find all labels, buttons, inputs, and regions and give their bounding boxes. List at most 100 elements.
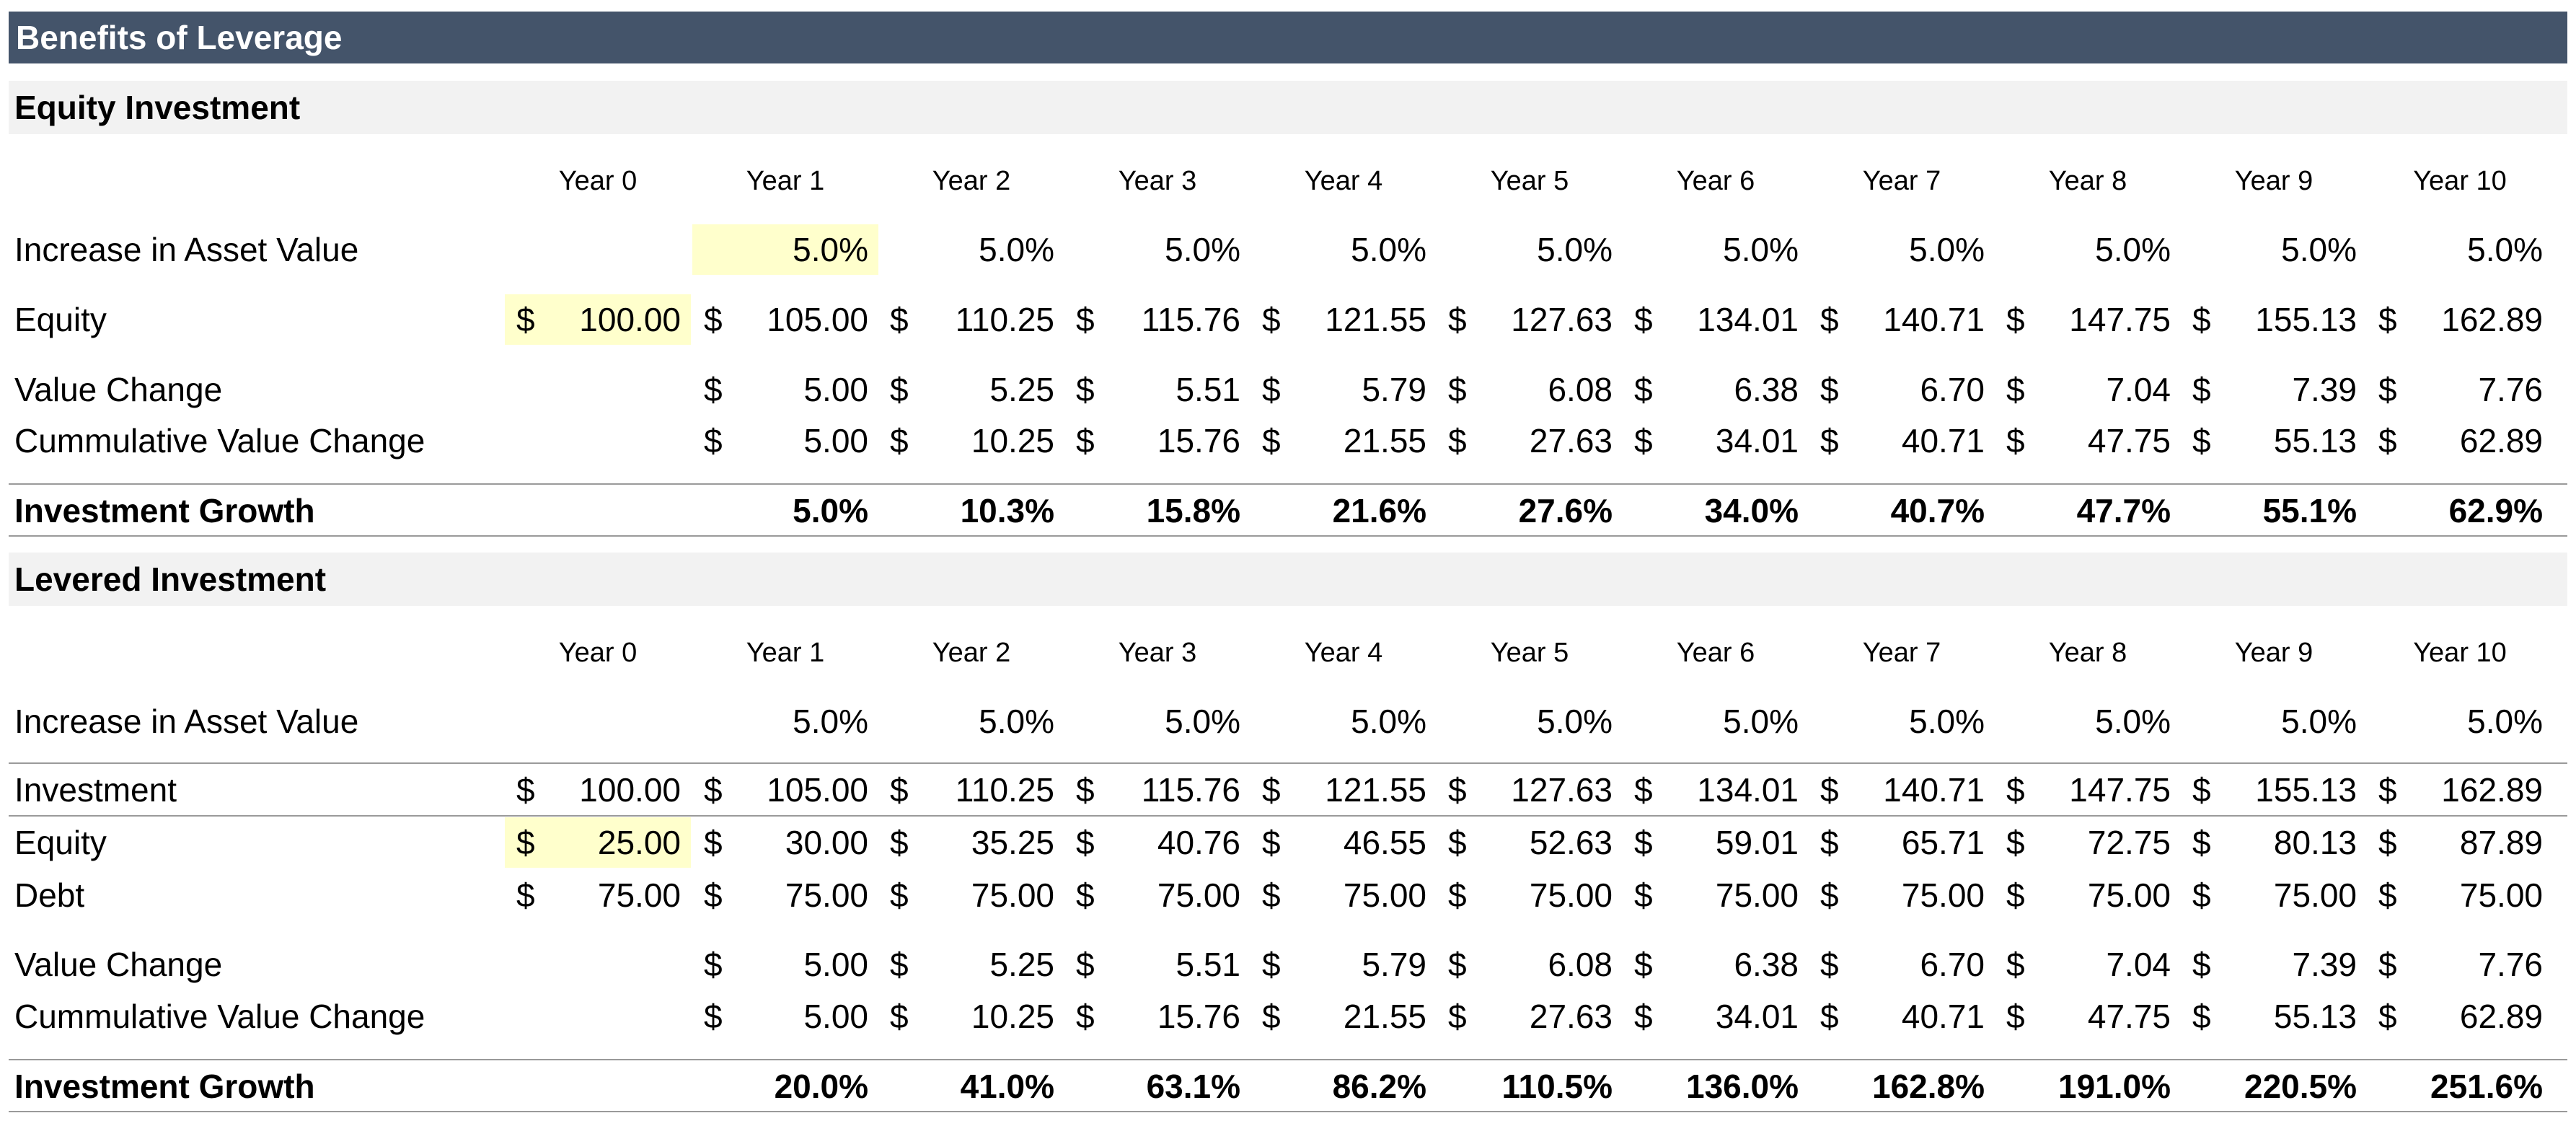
value-cell[interactable]: $5.79: [1250, 939, 1437, 990]
value-cell[interactable]: $134.01: [1623, 294, 1809, 345]
value-cell[interactable]: $162.89: [2367, 765, 2553, 815]
value-cell[interactable]: $127.63: [1437, 765, 1623, 815]
value-cell[interactable]: [505, 696, 691, 747]
value-cell[interactable]: $34.01: [1623, 415, 1809, 466]
value-cell[interactable]: $5.51: [1064, 939, 1250, 990]
value-cell[interactable]: $5.25: [878, 939, 1064, 990]
value-cell[interactable]: [505, 1061, 691, 1112]
value-cell[interactable]: $47.75: [1995, 415, 2181, 466]
value-cell[interactable]: 41.0%: [878, 1061, 1064, 1112]
value-cell[interactable]: 251.6%: [2367, 1061, 2553, 1112]
value-cell[interactable]: $140.71: [1809, 294, 1995, 345]
value-cell[interactable]: [505, 485, 691, 536]
value-cell[interactable]: $75.00: [2367, 870, 2553, 920]
value-cell[interactable]: $62.89: [2367, 991, 2553, 1042]
value-cell[interactable]: $6.38: [1623, 364, 1809, 415]
value-cell[interactable]: $21.55: [1250, 415, 1437, 466]
value-cell[interactable]: $34.01: [1623, 991, 1809, 1042]
value-cell[interactable]: $40.71: [1809, 991, 1995, 1042]
value-cell[interactable]: $100.00: [505, 765, 691, 815]
value-cell[interactable]: 110.5%: [1437, 1061, 1623, 1112]
value-cell[interactable]: $75.00: [1250, 870, 1437, 920]
value-cell[interactable]: $75.00: [1623, 870, 1809, 920]
value-cell[interactable]: $25.00: [505, 817, 691, 868]
value-cell[interactable]: $75.00: [692, 870, 878, 920]
value-cell[interactable]: [505, 364, 691, 415]
value-cell[interactable]: 5.0%: [1809, 224, 1995, 275]
value-cell[interactable]: $100.00: [505, 294, 691, 345]
value-cell[interactable]: $72.75: [1995, 817, 2181, 868]
value-cell[interactable]: $59.01: [1623, 817, 1809, 868]
value-cell[interactable]: $47.75: [1995, 991, 2181, 1042]
value-cell[interactable]: $6.08: [1437, 939, 1623, 990]
value-cell[interactable]: $147.75: [1995, 765, 2181, 815]
value-cell[interactable]: 5.0%: [1064, 696, 1250, 747]
value-cell[interactable]: $6.70: [1809, 939, 1995, 990]
value-cell[interactable]: $35.25: [878, 817, 1064, 868]
value-cell[interactable]: $75.00: [505, 870, 691, 920]
value-cell[interactable]: $30.00: [692, 817, 878, 868]
value-cell[interactable]: 5.0%: [1437, 696, 1623, 747]
value-cell[interactable]: 86.2%: [1250, 1061, 1437, 1112]
value-cell[interactable]: 5.0%: [692, 224, 878, 275]
value-cell[interactable]: $5.00: [692, 991, 878, 1042]
value-cell[interactable]: $55.13: [2181, 991, 2367, 1042]
value-cell[interactable]: $46.55: [1250, 817, 1437, 868]
value-cell[interactable]: $52.63: [1437, 817, 1623, 868]
value-cell[interactable]: $7.76: [2367, 364, 2553, 415]
value-cell[interactable]: [505, 991, 691, 1042]
value-cell[interactable]: $7.04: [1995, 939, 2181, 990]
value-cell[interactable]: $15.76: [1064, 415, 1250, 466]
value-cell[interactable]: $5.00: [692, 364, 878, 415]
value-cell[interactable]: 5.0%: [2367, 696, 2553, 747]
value-cell[interactable]: $110.25: [878, 294, 1064, 345]
value-cell[interactable]: $27.63: [1437, 991, 1623, 1042]
value-cell[interactable]: $40.71: [1809, 415, 1995, 466]
value-cell[interactable]: $75.00: [878, 870, 1064, 920]
value-cell[interactable]: $127.63: [1437, 294, 1623, 345]
value-cell[interactable]: 5.0%: [1437, 224, 1623, 275]
value-cell[interactable]: $65.71: [1809, 817, 1995, 868]
value-cell[interactable]: $15.76: [1064, 991, 1250, 1042]
value-cell[interactable]: 5.0%: [2367, 224, 2553, 275]
value-cell[interactable]: $5.79: [1250, 364, 1437, 415]
value-cell[interactable]: $147.75: [1995, 294, 2181, 345]
value-cell[interactable]: $55.13: [2181, 415, 2367, 466]
value-cell[interactable]: 5.0%: [2181, 696, 2367, 747]
value-cell[interactable]: 20.0%: [692, 1061, 878, 1112]
value-cell[interactable]: 5.0%: [1623, 696, 1809, 747]
value-cell[interactable]: 5.0%: [1623, 224, 1809, 275]
value-cell[interactable]: $21.55: [1250, 991, 1437, 1042]
value-cell[interactable]: $87.89: [2367, 817, 2553, 868]
value-cell[interactable]: $75.00: [1064, 870, 1250, 920]
value-cell[interactable]: [505, 224, 691, 275]
value-cell[interactable]: $10.25: [878, 415, 1064, 466]
value-cell[interactable]: 5.0%: [692, 485, 878, 536]
value-cell[interactable]: $121.55: [1250, 765, 1437, 815]
value-cell[interactable]: 5.0%: [878, 224, 1064, 275]
value-cell[interactable]: 5.0%: [1995, 696, 2181, 747]
value-cell[interactable]: $62.89: [2367, 415, 2553, 466]
value-cell[interactable]: 27.6%: [1437, 485, 1623, 536]
value-cell[interactable]: $110.25: [878, 765, 1064, 815]
value-cell[interactable]: $80.13: [2181, 817, 2367, 868]
value-cell[interactable]: $115.76: [1064, 765, 1250, 815]
value-cell[interactable]: 5.0%: [1995, 224, 2181, 275]
value-cell[interactable]: $121.55: [1250, 294, 1437, 345]
value-cell[interactable]: 21.6%: [1250, 485, 1437, 536]
value-cell[interactable]: $5.00: [692, 939, 878, 990]
value-cell[interactable]: $40.76: [1064, 817, 1250, 868]
value-cell[interactable]: $7.39: [2181, 364, 2367, 415]
value-cell[interactable]: 5.0%: [1250, 696, 1437, 747]
value-cell[interactable]: 5.0%: [1064, 224, 1250, 275]
value-cell[interactable]: [505, 939, 691, 990]
value-cell[interactable]: $5.00: [692, 415, 878, 466]
value-cell[interactable]: 5.0%: [1809, 696, 1995, 747]
value-cell[interactable]: 55.1%: [2181, 485, 2367, 536]
value-cell[interactable]: $5.51: [1064, 364, 1250, 415]
value-cell[interactable]: $7.04: [1995, 364, 2181, 415]
value-cell[interactable]: 220.5%: [2181, 1061, 2367, 1112]
value-cell[interactable]: $10.25: [878, 991, 1064, 1042]
value-cell[interactable]: 136.0%: [1623, 1061, 1809, 1112]
value-cell[interactable]: 63.1%: [1064, 1061, 1250, 1112]
